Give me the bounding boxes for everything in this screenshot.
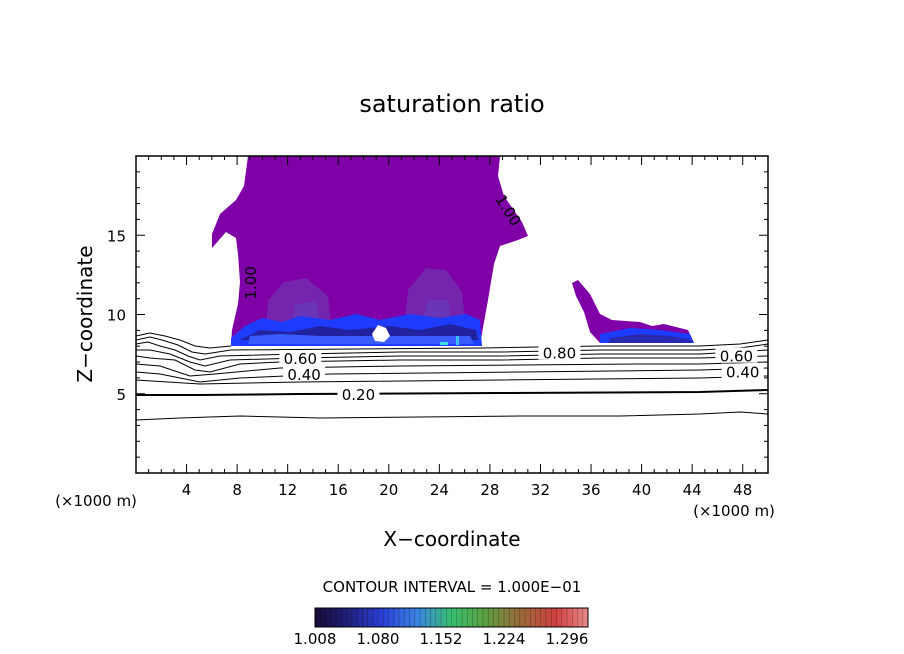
- x-ticks: 4 8 12 16 20 24 28 32 36 40 44 48: [148, 156, 756, 499]
- contour-label: 0.60: [720, 348, 753, 366]
- colorbar-tick-label: 1.296: [546, 630, 589, 648]
- x-unit-left: (×1000 m): [55, 492, 137, 510]
- x-tick-label: 20: [379, 481, 398, 499]
- colorbar-ticks: 1.008 1.080 1.152 1.224 1.296: [294, 630, 589, 648]
- chart-title: saturation ratio: [359, 90, 544, 118]
- y-ticks: 5 10 15: [107, 171, 768, 458]
- x-tick-label: 48: [733, 481, 752, 499]
- x-tick-label: 36: [581, 481, 600, 499]
- colorbar-tick-label: 1.224: [483, 630, 526, 648]
- contour-interval-text: CONTOUR INTERVAL = 1.000E−01: [323, 578, 582, 596]
- contour-label-bg: [337, 385, 380, 401]
- x-tick-label: 24: [430, 481, 449, 499]
- contour-label: 0.40: [726, 364, 759, 382]
- y-axis-label: Z−coordinate: [73, 245, 97, 382]
- contour-label-bg: [721, 363, 764, 379]
- colorbar: [314, 607, 589, 628]
- colorbar-tick-label: 1.008: [294, 630, 337, 648]
- x-tick-label: 44: [683, 481, 702, 499]
- x-axis-label: X−coordinate: [383, 527, 520, 551]
- contour-label: 0.60: [284, 350, 317, 368]
- y-tick-label: 10: [107, 307, 126, 325]
- contour-label: 0.40: [287, 366, 320, 384]
- plot-area: [136, 156, 768, 421]
- contour-label-bg: [538, 344, 581, 360]
- x-tick-label: 40: [632, 481, 651, 499]
- x-tick-label: 28: [480, 481, 499, 499]
- contour-label-bg: [279, 350, 322, 366]
- x-tick-label: 12: [278, 481, 297, 499]
- colorbar-segments: [319, 608, 584, 627]
- saturated-region: [212, 156, 528, 345]
- x-tick-label: 32: [531, 481, 550, 499]
- contour-lines: [136, 332, 768, 421]
- contour-labels: 1.001.000.600.400.200.80 0.600.40: [242, 191, 764, 404]
- secondary-region: [572, 280, 694, 343]
- contour-label-bg: [715, 347, 758, 363]
- contour-label: 0.80: [543, 345, 576, 363]
- y-tick-label: 15: [107, 227, 126, 245]
- y-tick-label: 5: [116, 386, 126, 404]
- colorbar-tick-label: 1.080: [357, 630, 400, 648]
- x-tick-label: 16: [329, 481, 348, 499]
- contour-label: 0.20: [342, 386, 375, 404]
- x-tick-label: 8: [232, 481, 242, 499]
- x-unit-right: (×1000 m): [693, 502, 775, 520]
- contour-label-bg: [283, 365, 326, 381]
- colorbar-tick-label: 1.152: [420, 630, 463, 648]
- x-tick-label: 4: [182, 481, 192, 499]
- contour-label: 1.00: [242, 266, 260, 299]
- inner-lobe-right: [404, 268, 466, 330]
